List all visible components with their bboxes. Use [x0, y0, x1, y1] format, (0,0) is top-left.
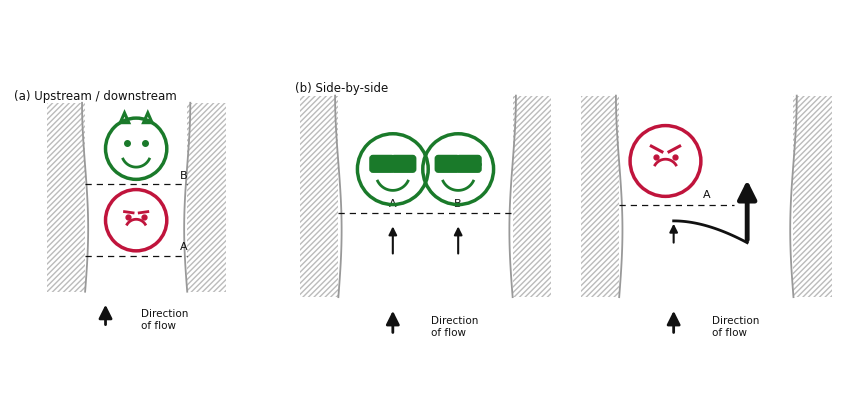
Bar [793, 96, 831, 297]
Bar [512, 96, 551, 297]
Text: A: A [180, 242, 187, 252]
Bar [187, 103, 226, 292]
FancyBboxPatch shape [457, 156, 481, 172]
FancyBboxPatch shape [391, 156, 415, 172]
Text: Direction
of flow: Direction of flow [431, 316, 478, 338]
FancyBboxPatch shape [436, 156, 460, 172]
Text: A: A [389, 199, 397, 209]
Text: B: B [454, 199, 462, 209]
Bar [581, 96, 620, 297]
Bar [300, 96, 339, 297]
Text: Direction
of flow: Direction of flow [141, 309, 189, 331]
Bar [47, 103, 85, 292]
Text: (a) Upstream / downstream: (a) Upstream / downstream [14, 90, 176, 103]
Text: Direction
of flow: Direction of flow [711, 316, 759, 338]
Text: A: A [703, 190, 710, 200]
FancyBboxPatch shape [370, 156, 394, 172]
Text: (b) Side-by-side: (b) Side-by-side [294, 82, 388, 95]
Text: B: B [180, 171, 187, 181]
